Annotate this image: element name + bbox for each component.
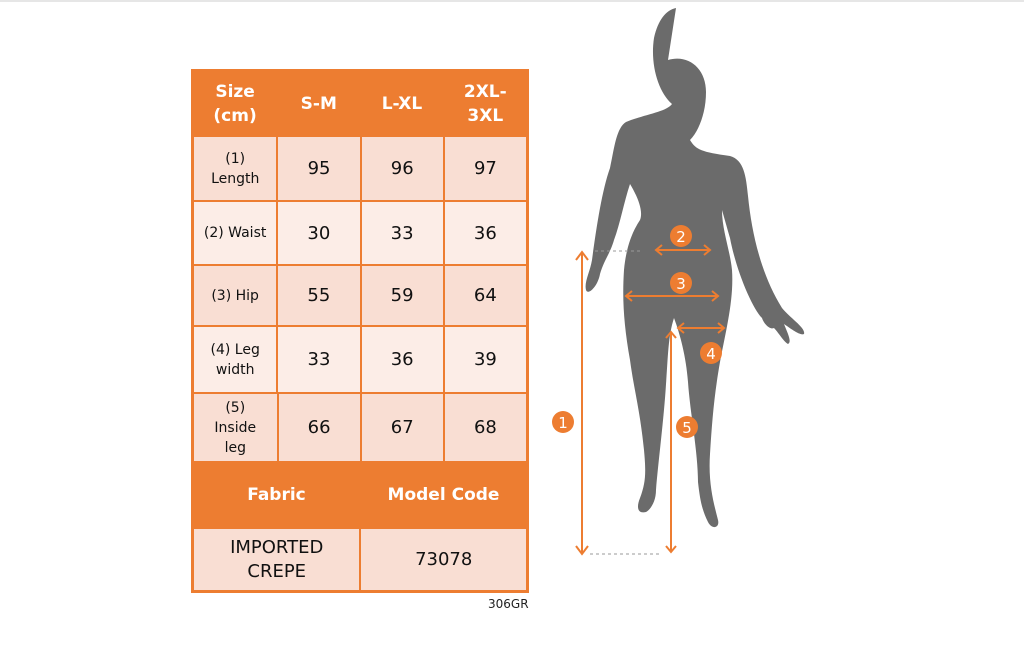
product-code: 306GR <box>488 597 529 611</box>
row-value: 55 <box>277 265 361 326</box>
row-value: 67 <box>360 393 444 462</box>
row-label: (2) Waist <box>193 201 278 265</box>
model-code-value: 73078 <box>360 528 527 591</box>
table-row: (4) Leg width 33 36 39 <box>193 326 527 393</box>
table-row: (5) Inside leg 66 67 68 <box>193 393 527 462</box>
header-s-m: S-M <box>277 71 361 136</box>
footer-header-row: Fabric Model Code <box>193 462 527 528</box>
marker-4-icon: 4 <box>700 342 722 364</box>
header-size: Size (cm) <box>193 71 278 136</box>
row-value: 33 <box>277 326 361 393</box>
table-row: (1) Length 95 96 97 <box>193 136 527 201</box>
row-value: 95 <box>277 136 361 201</box>
header-l-xl: L-XL <box>360 71 444 136</box>
row-label: (5) Inside leg <box>193 393 278 462</box>
row-value: 36 <box>443 201 527 265</box>
row-value: 39 <box>443 326 527 393</box>
footer-value-row: IMPORTED CREPE 73078 <box>193 528 527 591</box>
table-row: (3) Hip 55 59 64 <box>193 265 527 326</box>
row-value: 64 <box>443 265 527 326</box>
row-value: 66 <box>277 393 361 462</box>
svg-text:2: 2 <box>676 228 686 246</box>
row-value: 36 <box>360 326 444 393</box>
row-value: 68 <box>443 393 527 462</box>
row-label: (3) Hip <box>193 265 278 326</box>
row-value: 30 <box>277 201 361 265</box>
svg-text:1: 1 <box>558 414 568 432</box>
row-label: (4) Leg width <box>193 326 278 393</box>
size-chart-table: Size (cm) S-M L-XL 2XL-3XL (1) Length 95… <box>191 69 529 593</box>
svg-text:4: 4 <box>706 345 716 363</box>
row-value: 96 <box>360 136 444 201</box>
row-label: (1) Length <box>193 136 278 201</box>
body-silhouette <box>585 8 805 528</box>
marker-2-icon: 2 <box>670 225 692 247</box>
marker-3-icon: 3 <box>670 272 692 294</box>
row-value: 33 <box>360 201 444 265</box>
svg-text:5: 5 <box>682 419 692 437</box>
row-value: 59 <box>360 265 444 326</box>
table-header-row: Size (cm) S-M L-XL 2XL-3XL <box>193 71 528 136</box>
table-row: (2) Waist 30 33 36 <box>193 201 527 265</box>
marker-5-icon: 5 <box>676 416 698 438</box>
svg-text:3: 3 <box>676 275 686 293</box>
header-2xl-3xl: 2XL-3XL <box>443 71 528 136</box>
fabric-header: Fabric <box>193 462 360 528</box>
model-code-header: Model Code <box>360 462 527 528</box>
fabric-value: IMPORTED CREPE <box>193 528 361 591</box>
measurement-lines <box>575 244 726 556</box>
row-value: 97 <box>443 136 527 201</box>
marker-1-icon: 1 <box>552 411 574 433</box>
